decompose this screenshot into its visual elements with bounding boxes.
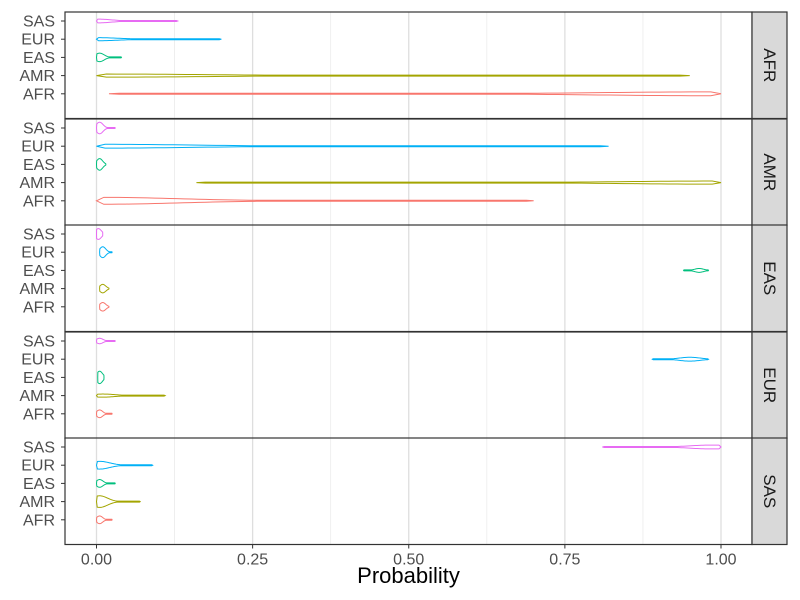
y-tick-label: EAS bbox=[23, 370, 55, 387]
y-tick-label: SAS bbox=[23, 14, 55, 31]
violin-eur-eas bbox=[97, 370, 105, 385]
y-tick-label: SAS bbox=[23, 121, 55, 138]
violin-afr-eur bbox=[95, 37, 222, 42]
facet-strip-label: SAS bbox=[760, 474, 779, 508]
violin-sas-eas bbox=[95, 479, 116, 488]
facet-strip bbox=[751, 224, 788, 333]
facet-strip-label: EUR bbox=[760, 367, 779, 403]
y-tick-label: AFR bbox=[23, 512, 55, 529]
violin-eas-eas bbox=[682, 267, 710, 273]
y-tick-label: EAS bbox=[23, 157, 55, 174]
y-tick-label: AMR bbox=[19, 281, 55, 298]
violin-sas-afr bbox=[95, 515, 113, 525]
violin-afr-amr bbox=[96, 73, 690, 78]
y-tick-label: SAS bbox=[23, 440, 55, 457]
y-tick-label: AFR bbox=[23, 193, 55, 210]
y-tick-label: AMR bbox=[19, 388, 55, 405]
violin-eas-amr bbox=[99, 283, 110, 294]
y-tick-label: AFR bbox=[23, 86, 55, 103]
facet-strip bbox=[751, 331, 788, 440]
violin-amr-sas bbox=[95, 121, 116, 135]
violin-afr-sas bbox=[95, 18, 180, 24]
y-tick-label: SAS bbox=[23, 227, 55, 244]
y-tick-label: EUR bbox=[21, 245, 55, 262]
y-tick-label: EAS bbox=[23, 263, 55, 280]
y-tick-label: AFR bbox=[23, 299, 55, 316]
violin-amr-afr bbox=[95, 196, 534, 205]
violin-eas-afr bbox=[99, 302, 110, 312]
y-tick-label: AMR bbox=[19, 494, 55, 511]
y-tick-label: SAS bbox=[23, 334, 55, 351]
violin-sas-sas bbox=[602, 444, 722, 450]
facet-strip-label: AMR bbox=[760, 153, 779, 191]
facet-strip bbox=[751, 437, 788, 546]
y-tick-label: AMR bbox=[19, 175, 55, 192]
y-tick-label: EUR bbox=[21, 458, 55, 475]
y-tick-label: EAS bbox=[23, 476, 55, 493]
y-tick-label: AFR bbox=[23, 406, 55, 423]
x-axis: 0.00 0.25 0.50 0.75 1.00 bbox=[81, 544, 737, 569]
y-tick-label: EUR bbox=[21, 32, 55, 49]
violin-amr-eas bbox=[95, 158, 107, 171]
violin-afr-eas bbox=[95, 52, 123, 63]
violin-amr-eur bbox=[96, 143, 609, 149]
x-tick-label: 1.00 bbox=[705, 552, 736, 569]
violin-afr-afr bbox=[108, 91, 722, 97]
violin-eas-sas bbox=[95, 228, 104, 240]
violin-sas-amr bbox=[95, 495, 142, 508]
x-tick-label: 0.75 bbox=[549, 552, 580, 569]
x-axis-title: Probability bbox=[357, 563, 460, 588]
facet-strip bbox=[751, 118, 788, 227]
violin-eas-eur bbox=[99, 246, 113, 259]
violin-eur-sas bbox=[95, 337, 116, 345]
x-tick-label: 0.25 bbox=[237, 552, 268, 569]
y-tick-label: EAS bbox=[23, 50, 55, 67]
facet-strip-label: EAS bbox=[760, 261, 779, 295]
facet-panels: SASEUREASAMRAFRAFRSASEUREASAMRAFRAMRSASE… bbox=[19, 11, 788, 546]
violin-eur-eur bbox=[651, 356, 710, 362]
violin-eur-amr bbox=[95, 393, 167, 398]
violin-eur-afr bbox=[95, 409, 113, 419]
x-tick-label: 0.50 bbox=[393, 552, 424, 569]
violin-amr-amr bbox=[196, 180, 722, 185]
violin-sas-eur bbox=[95, 460, 154, 470]
y-tick-label: AMR bbox=[19, 68, 55, 85]
y-tick-label: EUR bbox=[21, 352, 55, 369]
facet-strip bbox=[751, 11, 788, 120]
y-tick-label: EUR bbox=[21, 139, 55, 156]
x-tick-label: 0.00 bbox=[81, 552, 112, 569]
facet-strip-label: AFR bbox=[760, 48, 779, 82]
